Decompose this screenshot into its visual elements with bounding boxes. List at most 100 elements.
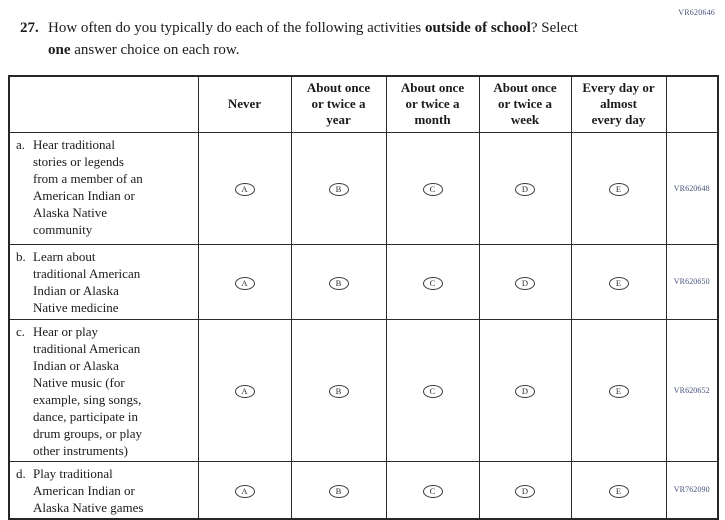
option-cell-month: C bbox=[385, 460, 480, 519]
header-never: Never bbox=[197, 75, 292, 133]
row-text: Hear traditional stories or legends from… bbox=[33, 136, 143, 237]
bubble-letter: B bbox=[335, 277, 342, 288]
bubble-letter: A bbox=[241, 386, 248, 396]
option-cell-week: D bbox=[478, 318, 572, 462]
header-label: About once or twice a year bbox=[306, 80, 371, 128]
option-cell-month: C bbox=[385, 318, 480, 462]
answer-bubble[interactable]: A bbox=[234, 276, 255, 290]
option-cell-year: B bbox=[290, 243, 387, 320]
question-text-bold: outside of school bbox=[425, 20, 531, 36]
row-text: Hear or play traditional American Indian… bbox=[33, 323, 143, 458]
bubble-letter: C bbox=[429, 277, 436, 288]
bubble-letter: A bbox=[241, 184, 248, 194]
answer-bubble[interactable]: A bbox=[234, 183, 255, 196]
header-label: About once or twice a month bbox=[400, 80, 465, 128]
header-label: Every day or almost every day bbox=[582, 80, 655, 128]
option-cell-everyday: E bbox=[570, 460, 667, 519]
row-text: Play traditional American Indian or Alas… bbox=[33, 465, 144, 515]
answer-bubble[interactable]: D bbox=[515, 183, 535, 196]
question-text-bold: one bbox=[48, 42, 71, 58]
answer-bubble[interactable]: A bbox=[234, 484, 255, 498]
bubble-letter: B bbox=[335, 485, 342, 496]
question-text: How often do you typically do each of th… bbox=[48, 17, 578, 61]
option-cell-year: B bbox=[290, 318, 387, 462]
table-row: b. Learn about traditional American Indi… bbox=[8, 243, 719, 320]
row-label: c. Hear or play traditional American Ind… bbox=[8, 318, 199, 462]
option-cell-never: A bbox=[197, 460, 292, 519]
bubble-letter: B bbox=[335, 386, 342, 396]
row-letter: a. bbox=[16, 136, 26, 152]
form-code-top: VR620646 bbox=[678, 8, 715, 17]
answer-bubble[interactable]: E bbox=[608, 484, 629, 498]
bubble-letter: D bbox=[521, 386, 529, 396]
answer-bubble[interactable]: B bbox=[328, 183, 349, 196]
bubble-letter: A bbox=[241, 485, 248, 496]
header-label: Never bbox=[227, 96, 262, 112]
option-cell-month: C bbox=[385, 243, 480, 320]
header-label: About once or twice a week bbox=[493, 80, 557, 128]
answer-bubble[interactable]: C bbox=[422, 183, 443, 196]
row-letter: b. bbox=[16, 248, 26, 264]
row-label: a. Hear traditional stories or legends f… bbox=[8, 131, 199, 245]
row-letter: d. bbox=[16, 465, 26, 481]
option-cell-everyday: E bbox=[570, 243, 667, 320]
question-text-part: How often do you typically do each of th… bbox=[48, 20, 425, 36]
header-every-day: Every day or almost every day bbox=[570, 75, 667, 133]
option-cell-year: B bbox=[290, 460, 387, 519]
bubble-letter: E bbox=[615, 485, 622, 496]
row-text: Learn about traditional American Indian … bbox=[33, 248, 141, 315]
option-cell-week: D bbox=[478, 131, 572, 245]
question-text-part: ? Select bbox=[530, 20, 578, 36]
answer-bubble[interactable]: B bbox=[328, 276, 349, 290]
row-label: b. Learn about traditional American Indi… bbox=[8, 243, 199, 320]
table-row: d. Play traditional American Indian or A… bbox=[8, 460, 719, 519]
option-cell-month: C bbox=[385, 131, 480, 245]
answer-bubble[interactable]: D bbox=[515, 276, 535, 290]
bubble-letter: C bbox=[429, 184, 436, 194]
answer-bubble[interactable]: D bbox=[515, 385, 535, 398]
answer-bubble[interactable]: C bbox=[422, 276, 443, 290]
bubble-letter: C bbox=[429, 386, 436, 396]
answer-bubble[interactable]: E bbox=[608, 385, 629, 398]
option-cell-week: D bbox=[478, 460, 572, 519]
answer-bubble[interactable]: E bbox=[608, 183, 629, 196]
answer-bubble[interactable]: B bbox=[328, 484, 349, 498]
bubble-letter: E bbox=[615, 277, 622, 288]
option-cell-week: D bbox=[478, 243, 572, 320]
row-code: VR620650 bbox=[665, 243, 719, 320]
answer-bubble[interactable]: D bbox=[515, 484, 535, 498]
answer-bubble[interactable]: B bbox=[328, 385, 349, 398]
answer-bubble[interactable]: E bbox=[608, 276, 629, 290]
bubble-letter: D bbox=[521, 277, 529, 288]
bubble-letter: E bbox=[615, 386, 622, 396]
row-code: VR620652 bbox=[665, 318, 719, 462]
frequency-table: Never About once or twice a year About o… bbox=[8, 75, 719, 520]
option-cell-year: B bbox=[290, 131, 387, 245]
header-once-twice-year: About once or twice a year bbox=[290, 75, 387, 133]
bubble-letter: C bbox=[429, 485, 436, 496]
header-row: Never About once or twice a year About o… bbox=[8, 75, 719, 133]
bubble-letter: D bbox=[521, 485, 529, 496]
bubble-letter: E bbox=[615, 184, 622, 194]
bubble-letter: D bbox=[521, 184, 529, 194]
answer-bubble[interactable]: A bbox=[234, 385, 255, 398]
option-cell-never: A bbox=[197, 318, 292, 462]
row-label: d. Play traditional American Indian or A… bbox=[8, 460, 199, 519]
table-row: a. Hear traditional stories or legends f… bbox=[8, 131, 719, 245]
header-empty-code bbox=[665, 75, 719, 133]
row-letter: c. bbox=[16, 323, 26, 339]
question-block: 27. How often do you typically do each o… bbox=[20, 17, 680, 61]
answer-bubble[interactable]: C bbox=[422, 484, 443, 498]
header-once-twice-week: About once or twice a week bbox=[478, 75, 572, 133]
header-empty-label bbox=[8, 75, 199, 133]
header-once-twice-month: About once or twice a month bbox=[385, 75, 480, 133]
row-code: VR762090 bbox=[665, 460, 719, 519]
option-cell-never: A bbox=[197, 131, 292, 245]
row-code: VR620648 bbox=[665, 131, 719, 245]
question-text-part: answer choice on each row. bbox=[70, 42, 240, 58]
table-row: c. Hear or play traditional American Ind… bbox=[8, 318, 719, 462]
option-cell-everyday: E bbox=[570, 131, 667, 245]
bubble-letter: B bbox=[335, 184, 342, 194]
answer-bubble[interactable]: C bbox=[422, 385, 443, 398]
